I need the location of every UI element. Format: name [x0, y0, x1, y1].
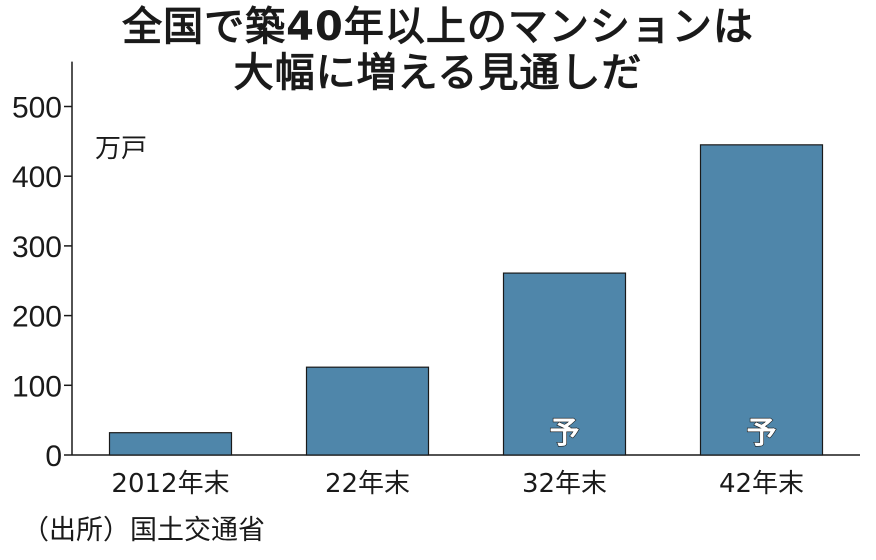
title-line-1: 全国で築40年以上のマンションは [122, 4, 754, 50]
y-tick-label: 100 [12, 370, 62, 403]
y-tick-label: 500 [12, 92, 62, 125]
unit-label: 万戸 [95, 134, 148, 164]
forecast-label: 予 [747, 416, 777, 451]
source-note: （出所）国土交通省 [22, 515, 265, 546]
x-tick-label: 42年末 [719, 469, 804, 499]
y-tick-label: 200 [12, 301, 62, 334]
y-tick-label: 300 [12, 231, 62, 264]
x-tick-label: 32年末 [522, 469, 607, 499]
y-tick-label: 400 [12, 161, 62, 194]
bar [108, 432, 233, 456]
bar [699, 144, 824, 456]
forecast-label: 予 [550, 416, 580, 451]
title-line-2: 大幅に増える見通しだ [233, 50, 643, 96]
x-tick-label: 2012年末 [111, 469, 229, 499]
x-tick-label: 22年末 [325, 469, 410, 499]
chart-title: 全国で築40年以上のマンションは 大幅に増える見通しだ [0, 4, 876, 96]
bar [305, 366, 430, 456]
y-tick-label: 0 [45, 440, 62, 473]
bar [502, 272, 627, 456]
